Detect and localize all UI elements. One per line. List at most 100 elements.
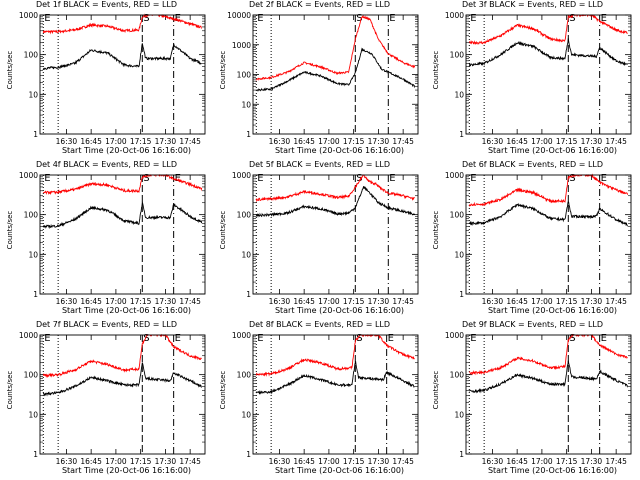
x-tick-label: 17:15 [130, 137, 152, 146]
x-tick-label: 17:00 [105, 297, 127, 306]
axis-frame [39, 334, 206, 455]
x-tick-label: 17:30 [155, 137, 177, 146]
x-tick-label: 17:15 [130, 297, 152, 306]
event-marker-label: S [356, 13, 362, 24]
plot-area: 1 10 100 1000 16:30 16:45 17:00 17:15 17:30 17:45… [232, 331, 419, 466]
events-series-line [42, 42, 202, 71]
event-marker-label: E [44, 333, 50, 344]
event-marker-label: E [388, 333, 394, 344]
x-tick-label: 17:45 [605, 457, 627, 466]
panel-title: Det 7f BLACK = Events, RED = LLD [35, 320, 178, 329]
x-tick-label: 16:45 [293, 457, 315, 466]
x-axis-title: Start Time (20-Oct-06 16:16:00) [61, 466, 192, 475]
panel-det-9: Det 9f BLACK = Events, RED = LLD Start Ti… [426, 320, 639, 480]
lld-series-line [42, 13, 203, 35]
y-tick-label: 100 [450, 211, 465, 220]
events-series-line [468, 360, 629, 394]
plot-area: 1 10 100 1000 16:30 16:45 17:00 17:15 17:30 17:45… [19, 331, 206, 466]
event-marker-label: S [356, 333, 362, 344]
y-tick-label: 1000 [19, 331, 38, 340]
y-tick-label: 10 [28, 410, 38, 419]
x-tick-label: 17:00 [531, 137, 553, 146]
x-tick-label: 17:15 [556, 297, 578, 306]
axis-frame [252, 174, 419, 295]
event-marker-label: S [143, 333, 149, 344]
x-tick-label: 17:00 [105, 457, 127, 466]
event-marker-label: E [389, 173, 395, 184]
x-tick-label: 16:45 [80, 457, 102, 466]
lld-series-line [469, 333, 628, 376]
x-tick-label: 17:30 [581, 137, 603, 146]
x-tick-label: 16:30 [56, 137, 78, 146]
x-tick-label: 17:45 [392, 457, 414, 466]
y-tick-label: 1000 [232, 331, 251, 340]
y-tick-label: 1 [459, 130, 464, 139]
event-marker-label: E [470, 333, 476, 344]
panel-title: Det 4f BLACK = Events, RED = LLD [35, 160, 178, 169]
event-marker-label: E [601, 13, 607, 24]
y-tick-label: 10 [454, 250, 464, 259]
y-tick-label: 100 [450, 51, 465, 60]
event-marker-label: S [569, 13, 575, 24]
axis-frame [465, 14, 632, 135]
y-tick-label: 10 [241, 100, 251, 109]
y-tick-label: 10 [241, 410, 251, 419]
x-tick-label: 16:45 [293, 297, 315, 306]
x-tick-label: 16:45 [506, 457, 528, 466]
y-tick-label: 1000 [232, 171, 251, 180]
x-tick-label: 17:15 [130, 457, 152, 466]
x-tick-label: 17:30 [155, 457, 177, 466]
x-tick-label: 17:15 [343, 137, 365, 146]
panel-title: Det 5f BLACK = Events, RED = LLD [248, 160, 391, 169]
x-tick-label: 16:30 [269, 297, 291, 306]
y-tick-label: 1 [459, 450, 464, 459]
panel-title: Det 6f BLACK = Events, RED = LLD [461, 160, 604, 169]
lld-series-line [255, 333, 415, 377]
panel-title: Det 9f BLACK = Events, RED = LLD [461, 320, 604, 329]
x-tick-label: 16:30 [56, 457, 78, 466]
x-axis-title: Start Time (20-Oct-06 16:16:00) [487, 466, 618, 475]
axis-frame [39, 14, 206, 135]
event-marker-label: E [470, 173, 476, 184]
x-tick-label: 17:30 [581, 457, 603, 466]
event-marker-label: E [601, 333, 607, 344]
y-tick-label: 1 [246, 290, 251, 299]
x-tick-label: 16:30 [482, 297, 504, 306]
event-marker-label: E [44, 13, 50, 24]
x-tick-label: 17:15 [343, 457, 365, 466]
event-marker-label: E [470, 13, 476, 24]
x-axis-title: Start Time (20-Oct-06 16:16:00) [274, 146, 405, 155]
panel-det-7: Det 7f BLACK = Events, RED = LLD Start Ti… [0, 320, 213, 480]
y-tick-label: 1 [459, 290, 464, 299]
x-tick-label: 16:45 [506, 297, 528, 306]
x-tick-label: 17:45 [179, 457, 201, 466]
panel-title: Det 2f BLACK = Events, RED = LLD [248, 0, 391, 9]
event-marker-label: E [601, 173, 607, 184]
panel-det-1: Det 1f BLACK = Events, RED = LLD Start Ti… [0, 0, 213, 160]
panel-det-3: Det 3f BLACK = Events, RED = LLD Start Ti… [426, 0, 639, 160]
lld-series-line [42, 333, 202, 378]
x-tick-label: 16:30 [56, 297, 78, 306]
events-series-line [256, 47, 416, 92]
y-tick-label: 10 [241, 250, 251, 259]
lld-series-line [255, 174, 415, 203]
panel-det-2: Det 2f BLACK = Events, RED = LLD Start Ti… [213, 0, 426, 160]
y-tick-label: 1 [246, 130, 251, 139]
y-tick-label: 10 [454, 410, 464, 419]
lld-series-line [255, 14, 416, 81]
y-tick-label: 1 [33, 290, 38, 299]
panel-det-8: Det 8f BLACK = Events, RED = LLD Start Ti… [213, 320, 426, 480]
x-tick-label: 17:30 [155, 297, 177, 306]
x-tick-label: 17:00 [531, 297, 553, 306]
events-series-line [42, 362, 202, 397]
event-marker-label: S [143, 13, 149, 24]
x-tick-label: 16:45 [293, 137, 315, 146]
x-tick-label: 16:30 [269, 457, 291, 466]
x-axis-title: Start Time (20-Oct-06 16:16:00) [274, 466, 405, 475]
x-tick-label: 17:45 [605, 137, 627, 146]
axis-frame [465, 334, 632, 455]
y-tick-label: 100 [24, 211, 39, 220]
y-tick-label: 1 [246, 450, 251, 459]
events-series-line [255, 360, 416, 395]
